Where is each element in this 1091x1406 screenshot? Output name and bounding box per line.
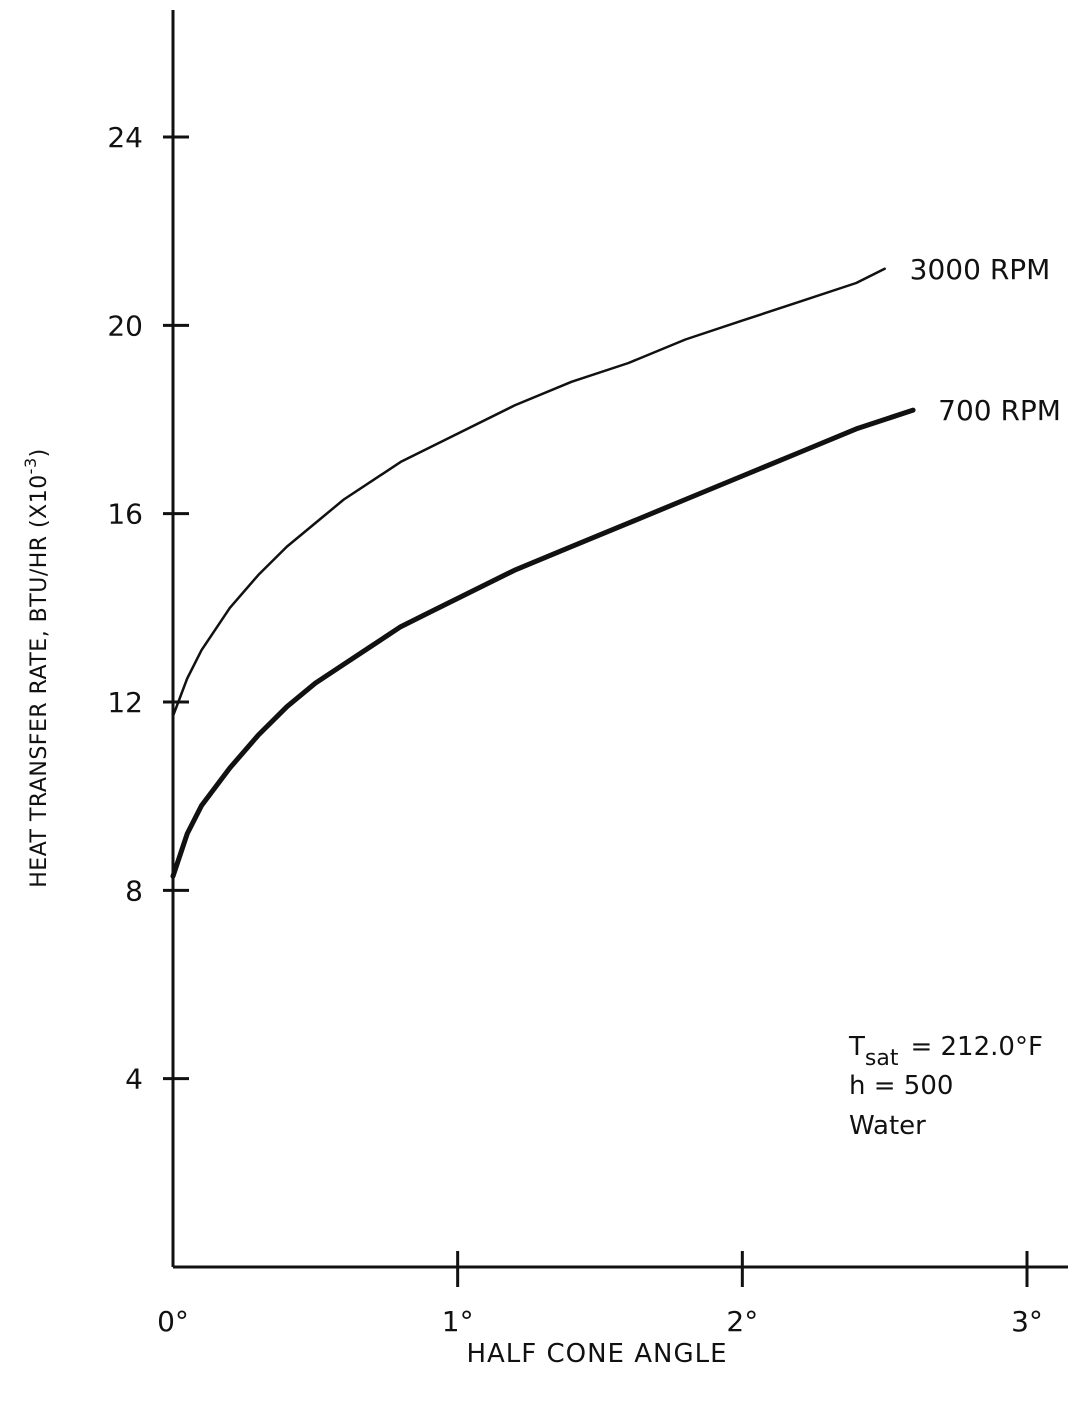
x-tick-label: 2°: [726, 1305, 758, 1338]
tsat-label: Tsat = 212.0°F: [848, 1032, 1043, 1071]
y-tick-label: 4: [125, 1063, 143, 1096]
y-tick-label: 12: [107, 686, 143, 719]
tsat-value: = 212.0°F: [910, 1032, 1042, 1062]
y-axis-title-main: HEAT TRANSFER RATE, BTU/HR (X10: [27, 474, 52, 887]
x-tick-label: 0°: [157, 1305, 189, 1338]
x-axis-title: HALF CONE ANGLE: [466, 1339, 727, 1369]
tsat-symbol: T: [848, 1032, 865, 1062]
series-labels: 3000 RPM 700 RPM: [910, 253, 1061, 427]
y-tick-label: 20: [107, 309, 143, 342]
fluid-label: Water: [849, 1111, 926, 1141]
x-tick-label: 1°: [442, 1305, 474, 1338]
tsat-subscript: sat: [865, 1046, 899, 1071]
y-axis-title-exponent: -3: [21, 457, 40, 474]
x-tick-label: 3°: [1011, 1305, 1043, 1338]
series-lines: [170, 267, 916, 879]
axes: 4 8 12 16 20 24 0° 1° 2° 3°: [107, 10, 1068, 1338]
y-tick-label: 8: [125, 874, 143, 907]
y-axis-title: HEAT TRANSFER RATE, BTU/HR (X10-3): [21, 448, 52, 887]
y-axis-title-close: ): [27, 448, 52, 457]
h-value-label: h = 500: [849, 1071, 953, 1101]
series-line-700-rpm: [170, 407, 916, 879]
series-label-3000-rpm: 3000 RPM: [910, 253, 1051, 286]
series-label-700-rpm: 700 RPM: [938, 394, 1061, 427]
y-tick-label: 24: [107, 121, 143, 154]
y-tick-label: 16: [107, 498, 143, 531]
series-line-3000-rpm: [171, 267, 886, 718]
conditions-annotation: Tsat = 212.0°F h = 500 Water: [848, 1032, 1043, 1141]
